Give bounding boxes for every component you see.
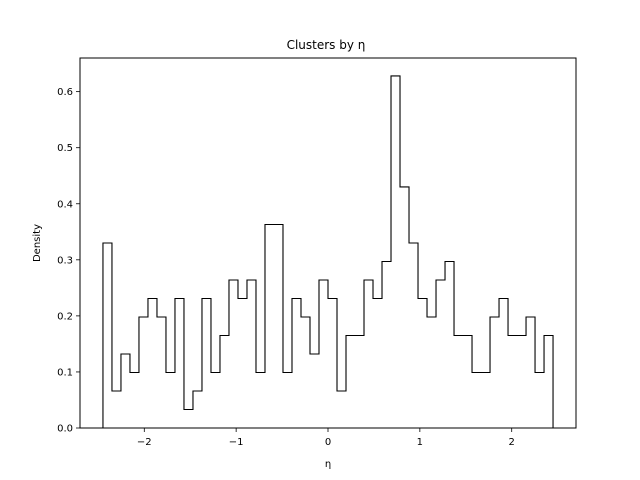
histogram-bar — [166, 373, 175, 429]
histogram-bar — [229, 280, 238, 428]
x-tick-label: 2 — [509, 437, 515, 448]
y-tick-label: 0.5 — [57, 143, 73, 154]
histogram-bar — [418, 299, 427, 429]
histogram-bar — [265, 225, 274, 429]
histogram-bar — [508, 336, 517, 429]
histogram-bar — [238, 299, 247, 429]
histogram-step-outline — [102, 75, 554, 428]
histogram-bar — [400, 187, 409, 428]
histogram-bar — [283, 373, 292, 429]
histogram-bar — [391, 76, 400, 428]
histogram-bar — [490, 317, 499, 428]
histogram-bar — [274, 225, 283, 429]
histogram-bar — [526, 317, 535, 428]
histogram-bar — [256, 373, 265, 429]
y-axis-label: Density — [32, 224, 43, 262]
histogram-bar — [103, 243, 112, 428]
histogram-bar — [364, 280, 373, 428]
histogram-bar — [481, 373, 490, 429]
histogram-bar — [337, 391, 346, 428]
chart-title: Clusters by η — [287, 38, 366, 52]
histogram-bar — [220, 336, 229, 429]
histogram-bar — [409, 243, 418, 428]
x-tick-label: 0 — [325, 437, 331, 448]
x-axis-label: η — [325, 459, 331, 470]
histogram-bar — [175, 299, 184, 429]
histogram-bar — [346, 336, 355, 429]
histogram-bar — [184, 410, 193, 429]
y-tick-label: 0.6 — [57, 87, 73, 98]
histogram-bar — [292, 299, 301, 429]
histogram-bar — [427, 317, 436, 428]
y-tick-label: 0.2 — [57, 311, 73, 322]
histogram-bar — [472, 373, 481, 429]
histogram-bar — [535, 373, 544, 429]
histogram-bar — [373, 299, 382, 429]
histogram-bar — [193, 391, 202, 428]
histogram-bar — [247, 280, 256, 428]
y-tick-label: 0.0 — [57, 424, 73, 435]
histogram-bar — [445, 262, 454, 429]
x-tick-label: −2 — [137, 437, 152, 448]
histogram-bar — [319, 280, 328, 428]
histogram-bar — [148, 299, 157, 429]
histogram-bar — [355, 336, 364, 429]
histogram-bar — [211, 373, 220, 429]
histogram-bar — [454, 336, 463, 429]
y-tick-label: 0.4 — [57, 199, 73, 210]
histogram-bar — [310, 354, 319, 428]
x-axis-ticks: −2 −1 0 1 2 — [137, 428, 515, 448]
histogram-bar — [328, 299, 337, 429]
x-tick-label: −1 — [229, 437, 244, 448]
histogram-bar — [436, 280, 445, 428]
histogram-bar — [499, 299, 508, 429]
histogram-bar — [202, 299, 211, 429]
y-tick-label: 0.1 — [57, 367, 73, 378]
histogram-bar — [544, 336, 553, 429]
x-tick-label: 1 — [417, 437, 423, 448]
y-axis-ticks: 0.0 0.1 0.2 0.3 0.4 0.5 0.6 — [57, 87, 80, 435]
axes-frame — [79, 57, 577, 429]
histogram-bar — [121, 354, 130, 428]
histogram-bar — [517, 336, 526, 429]
y-tick-label: 0.3 — [57, 255, 73, 266]
histogram-bar — [382, 262, 391, 429]
histogram-bar — [157, 317, 166, 428]
histogram-bar — [112, 391, 121, 428]
histogram-bar — [139, 317, 148, 428]
plot-area — [102, 75, 554, 429]
histogram-bar — [301, 317, 310, 428]
histogram-bar — [463, 336, 472, 429]
histogram-bar — [130, 373, 139, 429]
